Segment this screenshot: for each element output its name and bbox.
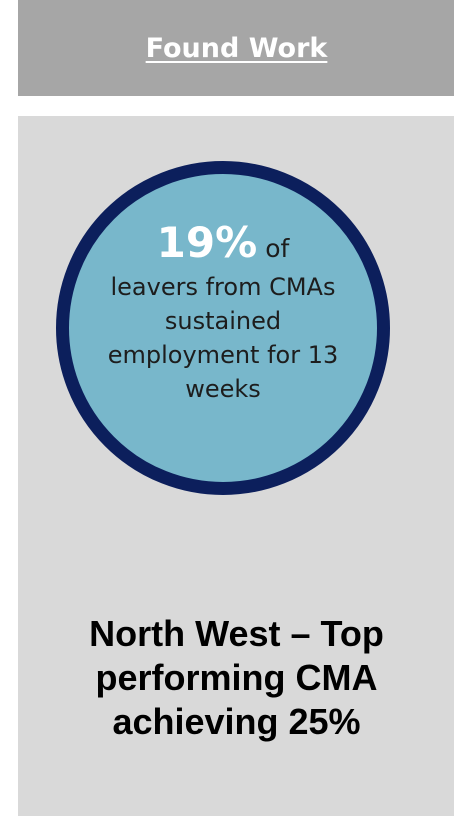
highlight-line-3: achieving 25% — [112, 701, 361, 742]
stat-percentage: 19% — [156, 218, 258, 267]
highlight-text: North West – Top performing CMA achievin… — [18, 612, 454, 744]
stat-description: leavers from CMAs sustained employment f… — [107, 273, 339, 403]
stat-of-text: of — [265, 234, 290, 263]
stat-circle: 19% of leavers from CMAs sustained emplo… — [56, 161, 390, 495]
highlight-line-2: performing CMA — [95, 657, 378, 698]
content-panel: 19% of leavers from CMAs sustained emplo… — [18, 116, 454, 816]
stat-headline: 19% of — [157, 222, 290, 264]
header-bar: Found Work — [18, 0, 454, 96]
highlight-line-1: North West – Top — [89, 613, 384, 654]
header-title: Found Work — [145, 32, 328, 64]
